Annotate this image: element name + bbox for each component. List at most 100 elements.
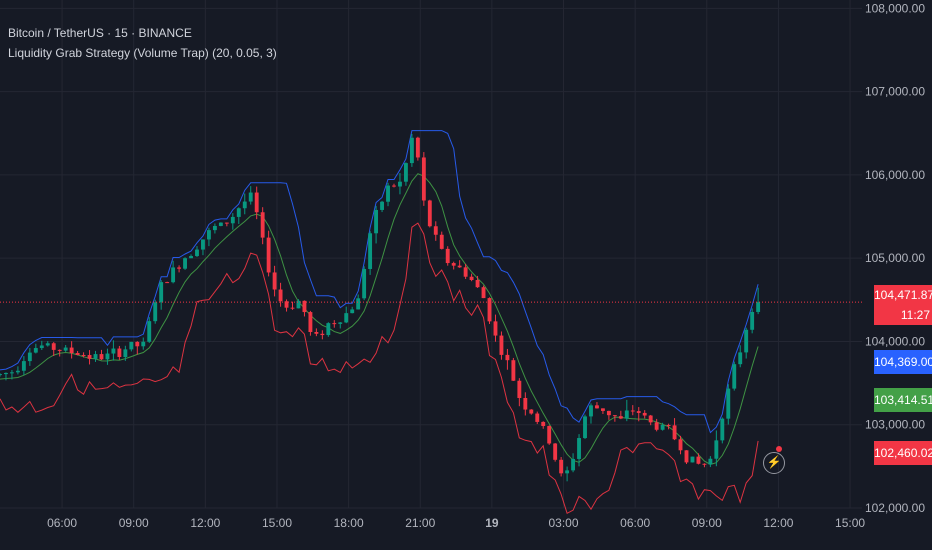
candle-body (398, 181, 402, 187)
candle-body (135, 341, 140, 347)
candle-body (421, 157, 426, 201)
candle-body (684, 450, 689, 463)
candle-body (380, 201, 384, 210)
candle-body (350, 309, 355, 314)
candle-body (51, 343, 56, 350)
symbol-title[interactable]: Bitcoin / TetherUS · 15 · BINANCE (8, 26, 192, 40)
candle-body (302, 300, 307, 313)
candle-body (690, 456, 695, 463)
candle-body (75, 353, 80, 355)
x-tick-label: 15:00 (835, 516, 865, 530)
candle-body (750, 311, 755, 330)
lightning-icon[interactable]: ⚡ (763, 452, 785, 474)
x-tick-label: 21:00 (405, 516, 435, 530)
candle-body (159, 282, 164, 303)
candle-body (708, 458, 713, 465)
candle-body (356, 298, 361, 310)
last-price-badge: 104,471.87 11:27 (874, 285, 932, 325)
y-tick-label: 105,000.00 (865, 251, 925, 265)
x-tick-label: 03:00 (549, 516, 579, 530)
candle-body (33, 348, 38, 353)
candle-body (284, 301, 289, 308)
upper-band-badge: 104,369.00 (874, 350, 932, 374)
candle-body (308, 312, 313, 332)
candle-body (403, 163, 408, 182)
x-tick-label: 12:00 (763, 516, 793, 530)
candle-body (87, 355, 92, 359)
candle-body (409, 137, 414, 164)
candle-body (171, 267, 176, 283)
candle-body (129, 341, 134, 350)
candle-body (600, 408, 605, 411)
candle-body (433, 226, 438, 235)
candle-body (105, 353, 110, 360)
candle-body (642, 412, 647, 416)
candle-body (666, 424, 671, 426)
candle-body (678, 439, 683, 451)
candle-body (457, 265, 462, 268)
candle-body (177, 267, 182, 269)
candle-body (165, 282, 170, 284)
candle-body (141, 341, 146, 347)
candle-body (499, 335, 504, 355)
candle-body (559, 459, 564, 474)
candle-body (81, 354, 86, 356)
candle-body (57, 349, 62, 351)
candle-body (296, 300, 301, 309)
bar-countdown-label: 11:27 (900, 308, 930, 322)
candle-body (451, 263, 456, 266)
candle-body (206, 230, 211, 240)
candle-body (392, 185, 396, 187)
lower-band-badge: 102,460.02 (874, 441, 932, 465)
candle-body (547, 426, 552, 444)
candle-body (332, 323, 337, 325)
candle-body (427, 200, 432, 227)
candle-body (553, 443, 558, 460)
candle-body (45, 343, 50, 346)
candle-body (278, 289, 283, 302)
candle-body (39, 345, 44, 349)
candle-body (630, 410, 635, 412)
candle-body (541, 421, 546, 427)
last-price-label: 104,471.87 (874, 288, 932, 302)
candle-body (523, 398, 528, 410)
upper-band-line (0, 130, 759, 434)
candle-body (260, 212, 265, 238)
candle-body (368, 233, 373, 269)
candle-body (535, 413, 540, 422)
candle-body (153, 302, 158, 322)
x-tick-label: 12:00 (190, 516, 220, 530)
candle-body (439, 234, 444, 249)
candle-body (27, 352, 32, 362)
candle-body (117, 348, 122, 358)
candle-body (738, 352, 743, 365)
candle-body (224, 222, 229, 224)
y-tick-label: 103,000.00 (865, 418, 925, 432)
candle-body (720, 418, 725, 441)
candle-body (445, 248, 450, 264)
candle-body (21, 361, 26, 371)
candle-body (189, 256, 193, 259)
candle-body (236, 208, 241, 217)
x-tick-label: 15:00 (262, 516, 292, 530)
indicator-title[interactable]: Liquidity Grab Strategy (Volume Trap) (2… (8, 46, 277, 60)
candle-body (463, 267, 468, 277)
candle-body (69, 347, 74, 354)
candle-body (195, 249, 199, 257)
candle-body (415, 137, 420, 158)
candle-body (726, 388, 731, 419)
candle-body (565, 470, 570, 474)
candle-body (577, 438, 581, 459)
y-tick-label: 104,000.00 (865, 334, 925, 348)
candle-body (362, 268, 367, 299)
candle-body (493, 321, 498, 336)
candle-body (714, 440, 719, 459)
candle-body (290, 307, 295, 309)
candle-body (469, 276, 474, 281)
candle-body (648, 415, 653, 423)
candle-body (475, 280, 480, 288)
candle-body (63, 347, 68, 351)
candle-body (212, 225, 217, 231)
